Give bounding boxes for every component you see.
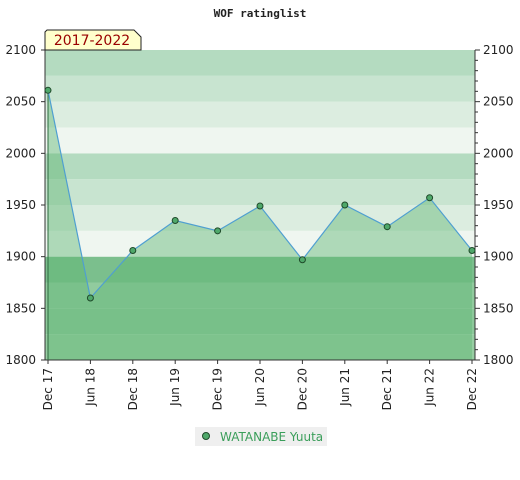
y-axis-right-labels: 1800 1850 1900 1950 2000 2050 2100 xyxy=(483,43,514,367)
y-tick-label-left: 2000 xyxy=(5,146,36,160)
band-2075 xyxy=(45,50,475,76)
data-point-dec-18 xyxy=(129,246,137,254)
x-tick-label: Dec 20 xyxy=(295,368,309,410)
legend-entry: WATANABE Yuuta xyxy=(220,430,323,444)
band-2025 xyxy=(45,101,475,128)
data-point-jun-21 xyxy=(341,201,349,209)
data-point-jun-18 xyxy=(86,294,94,302)
y-tick-label-right: 2050 xyxy=(483,95,514,109)
band-1800 xyxy=(45,334,475,360)
x-tick-label: Dec 22 xyxy=(465,368,479,410)
band-1950 xyxy=(45,179,475,205)
band-1825 xyxy=(45,308,475,335)
series-layer xyxy=(44,86,476,302)
x-tick-label: Jun 21 xyxy=(338,368,352,407)
y-tick-label-right: 2000 xyxy=(483,146,514,160)
axis-lines xyxy=(41,49,480,364)
y-axis-left-labels: 1800 1850 1900 1950 2000 2050 2100 xyxy=(5,43,36,367)
x-tick-label: Jun 19 xyxy=(168,368,182,407)
data-point-dec-19 xyxy=(214,227,222,235)
series-area xyxy=(48,90,472,361)
legend: WATANABE Yuuta xyxy=(195,427,327,446)
area-layer xyxy=(48,90,472,361)
y-tick-label-right: 2100 xyxy=(483,43,514,57)
data-point-dec-20 xyxy=(298,256,306,264)
y-tick-label-left: 2100 xyxy=(5,43,36,57)
y-tick-label-right: 1800 xyxy=(483,353,514,367)
x-tick-label: Jun 20 xyxy=(253,368,267,407)
period-label: 2017-2022 xyxy=(54,33,130,49)
x-tick-label: Dec 17 xyxy=(41,368,55,410)
y-tick-label-left: 1800 xyxy=(5,353,36,367)
data-point-jun-22 xyxy=(426,194,434,202)
x-tick-label: Dec 21 xyxy=(380,368,394,410)
chart-title: WOF ratinglist xyxy=(214,7,307,20)
data-point-dec-17 xyxy=(44,86,52,94)
y-tick-label-left: 1850 xyxy=(5,301,36,315)
x-tick-label: Jun 18 xyxy=(83,368,97,407)
band-2000 xyxy=(45,127,475,154)
legend-marker xyxy=(202,432,210,440)
band-2050 xyxy=(45,75,475,102)
y-tick-label-left: 2050 xyxy=(5,95,36,109)
data-point-dec-21 xyxy=(383,223,391,231)
data-point-dec-22 xyxy=(468,246,476,254)
y-tick-label-left: 1900 xyxy=(5,250,36,264)
x-tick-label: Jun 22 xyxy=(423,368,437,407)
band-1850 xyxy=(45,282,475,309)
x-tick-label: Dec 18 xyxy=(126,368,140,410)
period-badge: 2017-2022 xyxy=(44,29,142,51)
y-tick-label-right: 1850 xyxy=(483,301,514,315)
band-1975 xyxy=(45,153,475,180)
band-1875 xyxy=(45,256,475,283)
background-bands xyxy=(45,50,475,360)
x-axis-labels: Dec 17 Jun 18 Dec 18 Jun 19 Dec 19 Jun 20 Dec … xyxy=(41,368,479,410)
data-point-jun-19 xyxy=(171,217,179,224)
band-1900 xyxy=(45,230,475,257)
data-point-jun-20 xyxy=(256,202,264,210)
y-tick-label-left: 1950 xyxy=(5,198,36,212)
y-tick-label-right: 1950 xyxy=(483,198,514,212)
x-tick-label: Dec 19 xyxy=(211,368,225,410)
y-tick-label-right: 1900 xyxy=(483,250,514,264)
